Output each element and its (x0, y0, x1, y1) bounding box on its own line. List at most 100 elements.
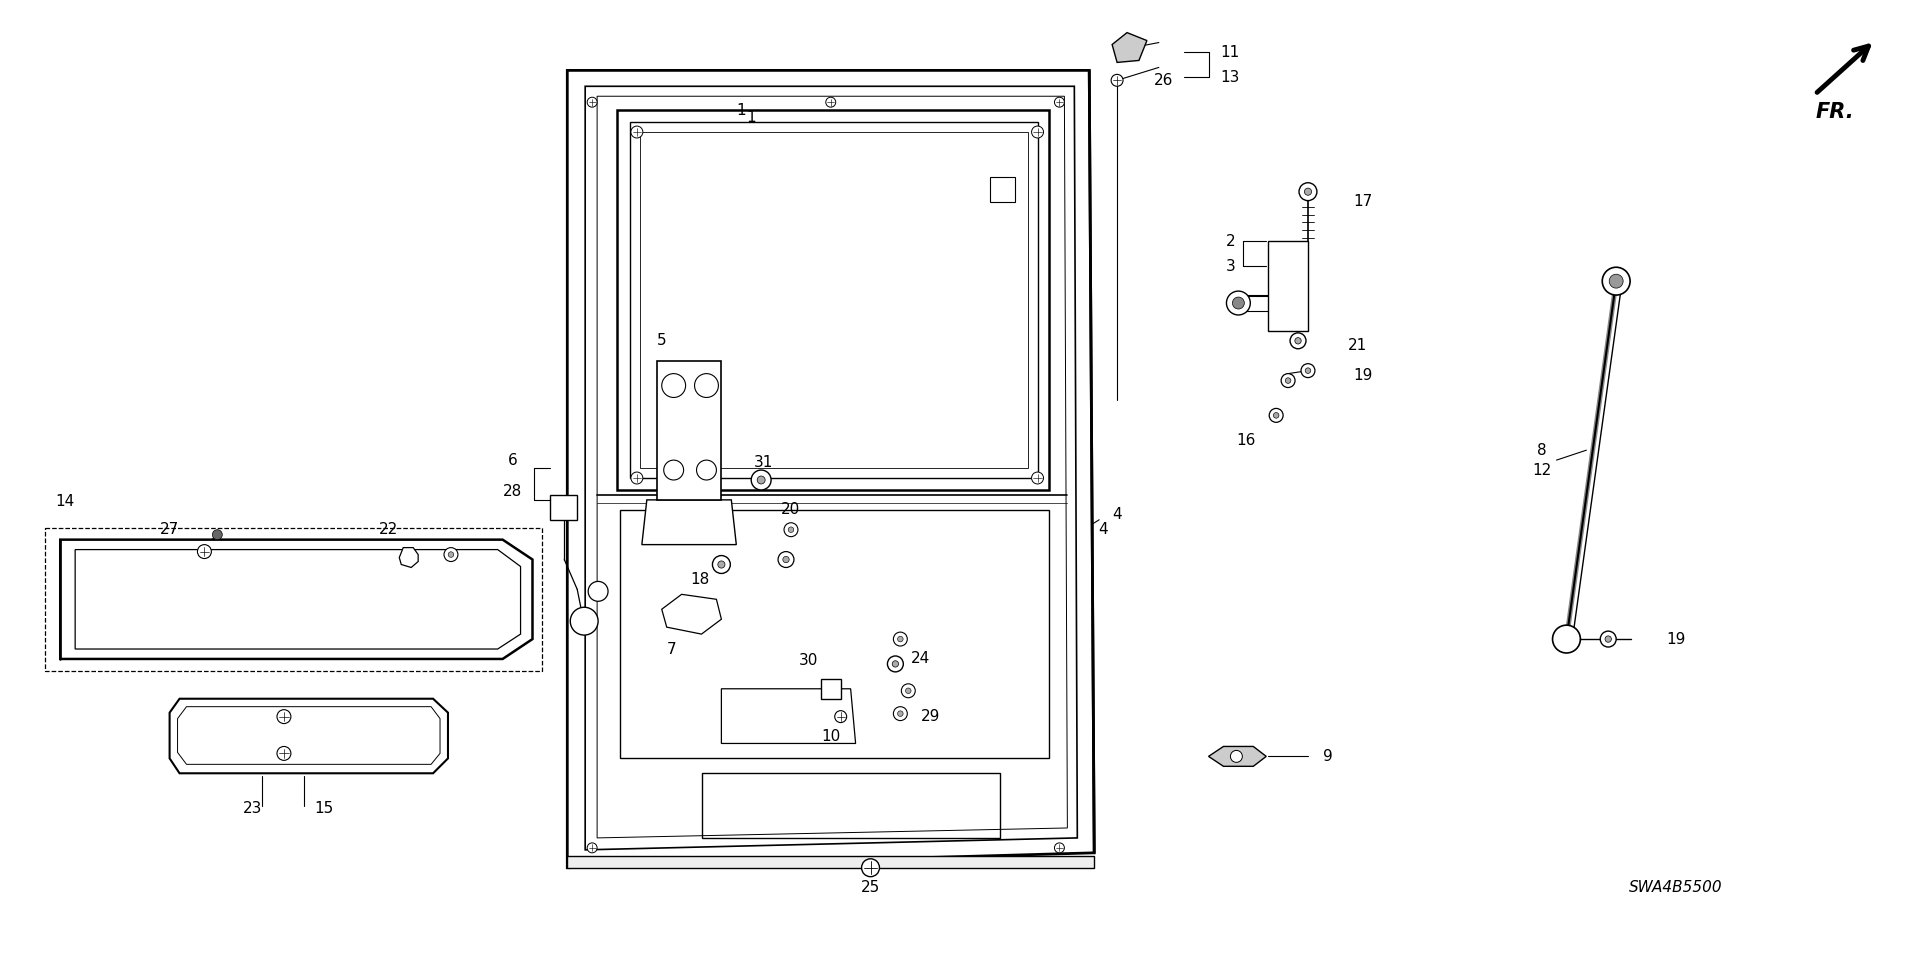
Circle shape (1273, 412, 1279, 418)
Text: 14: 14 (56, 495, 75, 509)
Text: 30: 30 (799, 653, 818, 668)
Text: 13: 13 (1221, 70, 1240, 84)
Text: 21: 21 (1348, 339, 1367, 353)
Text: FR.: FR. (1816, 103, 1855, 122)
Circle shape (862, 859, 879, 877)
Polygon shape (662, 595, 722, 634)
Text: 31: 31 (753, 455, 774, 470)
Text: 23: 23 (242, 801, 261, 815)
Circle shape (893, 661, 899, 667)
Circle shape (1284, 378, 1290, 384)
Text: 24: 24 (910, 651, 929, 667)
Circle shape (1269, 409, 1283, 422)
Text: 19: 19 (1354, 368, 1373, 383)
Circle shape (1294, 338, 1302, 344)
Circle shape (900, 684, 916, 698)
Circle shape (1300, 183, 1317, 200)
Circle shape (697, 460, 716, 480)
Circle shape (664, 460, 684, 480)
Polygon shape (641, 500, 735, 545)
Circle shape (662, 374, 685, 397)
Text: 27: 27 (159, 523, 179, 537)
Circle shape (1599, 631, 1617, 647)
Text: 1: 1 (737, 103, 747, 118)
Circle shape (897, 711, 902, 716)
Polygon shape (1208, 746, 1265, 766)
Polygon shape (1269, 242, 1308, 331)
Text: 18: 18 (689, 572, 708, 587)
Circle shape (1227, 292, 1250, 315)
Text: 19: 19 (1667, 632, 1686, 646)
Polygon shape (60, 540, 532, 659)
Polygon shape (551, 495, 578, 520)
Polygon shape (399, 548, 419, 568)
Circle shape (444, 548, 459, 562)
Text: 4: 4 (1112, 507, 1121, 523)
Circle shape (1302, 363, 1315, 378)
Circle shape (198, 545, 211, 558)
Text: 26: 26 (1154, 73, 1173, 88)
Circle shape (276, 710, 292, 724)
Text: 12: 12 (1532, 462, 1551, 478)
Polygon shape (1112, 33, 1146, 62)
Circle shape (588, 843, 597, 853)
Circle shape (826, 97, 835, 107)
Text: 20: 20 (781, 503, 801, 517)
Text: SWA4B5500: SWA4B5500 (1628, 880, 1722, 895)
Circle shape (887, 656, 902, 672)
Text: 22: 22 (378, 523, 397, 537)
Text: 11: 11 (1221, 45, 1240, 60)
Text: 7: 7 (666, 642, 676, 657)
Circle shape (632, 126, 643, 138)
Circle shape (1290, 333, 1306, 349)
Circle shape (718, 561, 726, 568)
Polygon shape (616, 110, 1050, 490)
Polygon shape (822, 679, 841, 699)
Text: 5: 5 (657, 334, 666, 348)
Circle shape (906, 688, 912, 693)
Circle shape (835, 711, 847, 722)
Text: 3: 3 (1225, 259, 1235, 273)
Circle shape (1054, 843, 1064, 853)
Circle shape (1031, 472, 1043, 484)
Circle shape (789, 526, 793, 532)
Text: 29: 29 (920, 709, 941, 724)
Circle shape (1233, 297, 1244, 309)
Circle shape (1231, 751, 1242, 762)
Text: 15: 15 (315, 801, 334, 815)
Circle shape (897, 636, 902, 642)
Circle shape (1112, 75, 1123, 86)
Circle shape (632, 472, 643, 484)
Text: 1: 1 (747, 109, 756, 125)
Polygon shape (566, 855, 1094, 868)
Circle shape (1306, 368, 1311, 373)
Circle shape (751, 470, 772, 490)
Circle shape (588, 97, 597, 107)
Polygon shape (169, 699, 447, 773)
Circle shape (1603, 268, 1630, 295)
Text: 17: 17 (1354, 194, 1373, 209)
Circle shape (778, 551, 795, 568)
Text: 6: 6 (507, 453, 518, 468)
Text: 4: 4 (1098, 523, 1108, 537)
Circle shape (783, 523, 799, 537)
Circle shape (1304, 188, 1311, 196)
Circle shape (276, 746, 292, 760)
Circle shape (213, 529, 223, 540)
Circle shape (588, 581, 609, 601)
Polygon shape (657, 361, 722, 500)
Circle shape (756, 476, 766, 484)
Circle shape (570, 607, 599, 635)
Text: 10: 10 (822, 729, 841, 744)
Text: 16: 16 (1236, 433, 1256, 448)
Text: 25: 25 (860, 880, 879, 895)
Circle shape (1609, 274, 1622, 288)
Circle shape (1553, 625, 1580, 653)
Text: 9: 9 (1323, 749, 1332, 764)
Text: 8: 8 (1536, 443, 1546, 457)
Circle shape (1281, 374, 1296, 387)
Text: 2: 2 (1225, 234, 1235, 249)
Circle shape (1054, 97, 1064, 107)
Circle shape (1605, 636, 1611, 643)
Circle shape (893, 707, 908, 720)
